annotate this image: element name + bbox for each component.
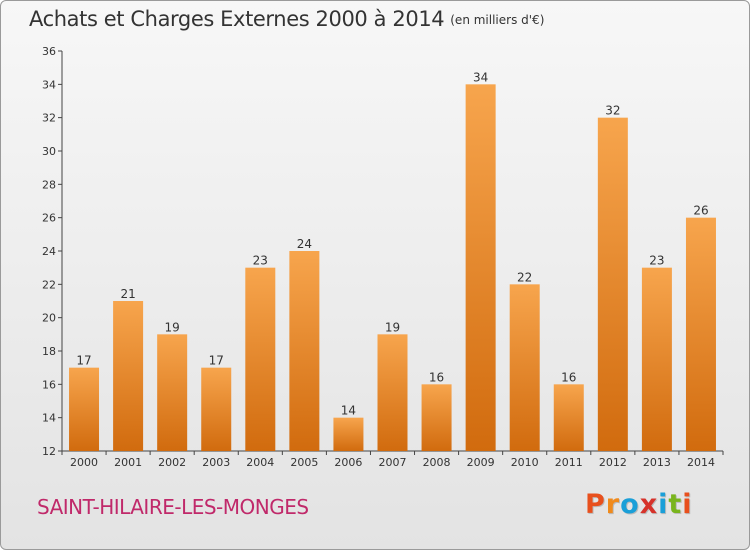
bar: [465, 84, 496, 451]
bar: [421, 384, 452, 451]
data-label: 23: [649, 254, 664, 268]
y-tick-label: 22: [42, 278, 56, 291]
x-tick-label: 2011: [555, 456, 583, 469]
data-label: 21: [120, 287, 135, 301]
y-tick-label: 20: [42, 312, 56, 325]
x-tick-label: 2007: [379, 456, 407, 469]
data-label: 23: [253, 254, 268, 268]
x-tick-label: 2005: [290, 456, 318, 469]
chart-title-block: Achats et Charges Externes 2000 à 2014 (e…: [29, 7, 544, 31]
bar: [333, 417, 364, 451]
bar: [509, 284, 540, 451]
logo-letter: r: [605, 489, 621, 520]
bar: [597, 117, 628, 452]
logo-letter: o: [620, 489, 640, 520]
y-tick-label: 26: [42, 212, 56, 225]
data-label: 14: [341, 404, 356, 418]
logo-letter: i: [682, 489, 693, 520]
y-tick-label: 24: [42, 245, 56, 258]
x-tick-label: 2012: [599, 456, 627, 469]
logo-letter: x: [639, 489, 659, 520]
y-tick-label: 32: [42, 112, 56, 125]
commune-name: SAINT-HILAIRE-LES-MONGES: [37, 495, 309, 519]
bar: [113, 301, 144, 451]
x-tick-label: 2004: [246, 456, 274, 469]
bar: [553, 384, 584, 451]
bar: [289, 251, 320, 451]
x-tick-label: 2008: [423, 456, 451, 469]
logo-letter: P: [585, 489, 606, 520]
data-label: 19: [165, 320, 180, 334]
x-tick-label: 2014: [687, 456, 715, 469]
x-tick-label: 2006: [334, 456, 362, 469]
bar: [377, 334, 408, 451]
bar: [201, 367, 232, 451]
data-label: 24: [297, 237, 312, 251]
chart-title: Achats et Charges Externes 2000 à 2014: [29, 7, 445, 31]
x-tick-label: 2013: [643, 456, 671, 469]
data-label: 22: [517, 270, 532, 284]
y-tick-label: 16: [42, 378, 56, 391]
data-label: 32: [605, 104, 620, 118]
x-tick-label: 2010: [511, 456, 539, 469]
x-tick-label: 2001: [114, 456, 142, 469]
proxiti-logo[interactable]: Proxiti: [585, 489, 693, 520]
data-label: 26: [693, 204, 708, 218]
x-tick-label: 2000: [70, 456, 98, 469]
axes-group: 12 14 16 18 20 22 24 26 28 30 32 34 36 2000 2001 2002 20…: [42, 45, 724, 469]
bar: [69, 367, 100, 451]
data-label: 16: [561, 370, 576, 384]
x-tick-label: 2002: [158, 456, 186, 469]
y-tick-label: 30: [42, 145, 56, 158]
bar: [157, 334, 188, 451]
y-tick-label: 28: [42, 178, 56, 191]
y-tick-label: 14: [42, 412, 56, 425]
labels-group: 17 21 19 17 23 24 14 19 16 34 22 16 32 23 26: [76, 70, 708, 417]
data-label: 34: [473, 70, 488, 84]
bar: [641, 267, 672, 451]
logo-letter: i: [658, 489, 669, 520]
y-tick-label: 36: [42, 45, 56, 58]
bar: [245, 267, 276, 451]
y-tick-label: 18: [42, 345, 56, 358]
chart-subtitle: (en milliers d'€): [450, 13, 545, 27]
y-tick-label: 34: [42, 78, 56, 91]
logo-letter: t: [668, 489, 683, 520]
data-label: 16: [429, 370, 444, 384]
data-label: 17: [76, 354, 91, 368]
data-label: 19: [385, 320, 400, 334]
x-tick-label: 2003: [202, 456, 230, 469]
y-tick-label: 12: [42, 445, 56, 458]
data-label: 17: [209, 354, 224, 368]
bar: [685, 217, 716, 451]
bars-group: [69, 84, 716, 452]
x-tick-label: 2009: [467, 456, 495, 469]
